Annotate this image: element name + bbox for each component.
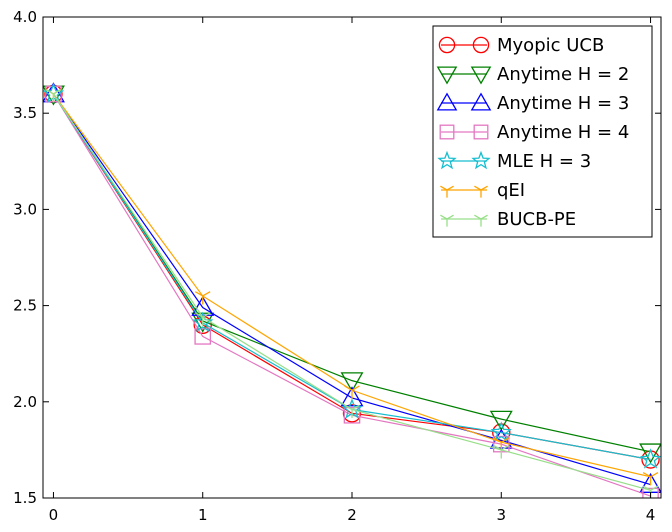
legend-marker xyxy=(437,150,457,170)
data-point xyxy=(490,421,512,442)
data-point xyxy=(192,311,214,333)
legend-marker xyxy=(474,185,488,198)
legend-marker xyxy=(471,150,491,170)
data-point xyxy=(45,89,62,103)
y-tick-label: 4.0 xyxy=(13,8,37,26)
legend-item: MLE H = 3 xyxy=(437,150,591,172)
legend-item: Anytime H = 3 xyxy=(436,92,629,114)
x-tick-label: 2 xyxy=(347,506,357,524)
x-tick-label: 0 xyxy=(49,506,59,524)
legend-label: Anytime H = 4 xyxy=(497,122,629,143)
legend-marker xyxy=(474,214,488,227)
legend-item: Myopic UCB xyxy=(438,35,604,56)
legend-label: BUCB-PE xyxy=(497,209,576,230)
axis-ticks: 1.5 2.0 2.5 3.0 3.5 4.0 0 1 2 3 4 xyxy=(13,8,661,524)
legend-marker xyxy=(470,92,492,111)
y-tick-label: 1.5 xyxy=(13,489,37,507)
legend-label: Myopic UCB xyxy=(497,35,604,56)
legend-label: Anytime H = 3 xyxy=(497,93,629,114)
series-7 xyxy=(45,89,659,498)
data-point xyxy=(639,448,661,469)
data-point xyxy=(344,404,360,419)
data-point xyxy=(343,406,361,424)
data-point xyxy=(340,386,364,407)
data-point xyxy=(344,385,360,399)
legend-item: Anytime H = 4 xyxy=(439,122,629,143)
y-tick-label: 2.0 xyxy=(13,393,37,411)
series-6 xyxy=(45,89,659,486)
data-point xyxy=(489,410,513,431)
legend-marker xyxy=(472,36,490,54)
y-tick-label: 3.0 xyxy=(13,200,37,218)
data-point xyxy=(194,328,212,345)
data-point xyxy=(340,372,364,393)
data-point xyxy=(191,295,215,316)
legend-label: MLE H = 3 xyxy=(497,151,591,172)
data-point xyxy=(642,471,659,486)
legend-item: BUCB-PE xyxy=(440,209,576,230)
legend-marker xyxy=(470,66,492,85)
y-tick-label: 2.5 xyxy=(13,297,37,315)
data-point xyxy=(639,443,661,464)
legend-item: qEI xyxy=(440,180,525,201)
legend-marker xyxy=(436,66,458,85)
x-tick-label: 4 xyxy=(646,506,656,524)
x-tick-label: 3 xyxy=(497,506,507,524)
data-point xyxy=(642,487,659,498)
series-line xyxy=(52,93,651,453)
legend-item: Anytime H = 2 xyxy=(436,64,629,85)
legend-marker xyxy=(436,92,458,111)
legend-marker xyxy=(438,36,456,54)
y-tick-label: 3.5 xyxy=(13,104,37,122)
data-point xyxy=(194,291,211,305)
legend: Myopic UCB Anytime H = 2 Anytime H = 3 Anyt… xyxy=(432,25,653,238)
legend-marker xyxy=(473,124,489,140)
data-point xyxy=(342,404,362,423)
legend-label: qEI xyxy=(497,180,525,201)
data-point xyxy=(194,312,211,326)
series-layer xyxy=(43,82,661,498)
legend-marker xyxy=(440,185,454,198)
data-point xyxy=(493,445,510,459)
legend-marker xyxy=(439,124,455,140)
legend-label: Anytime H = 2 xyxy=(497,64,629,85)
x-tick-label: 1 xyxy=(198,506,208,524)
legend-marker xyxy=(440,214,454,227)
